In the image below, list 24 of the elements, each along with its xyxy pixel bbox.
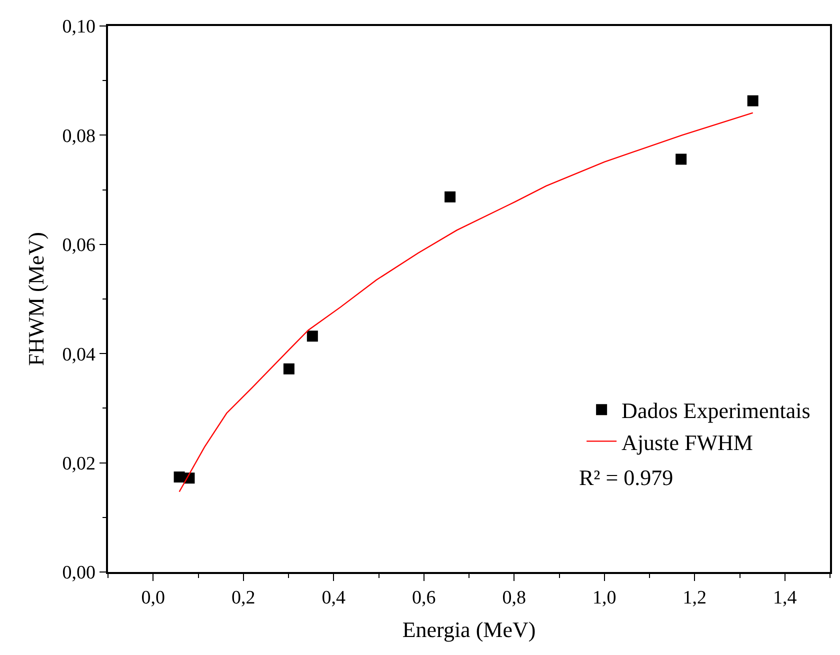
y-axis-title: FHWM (MeV) [24,232,48,366]
y-tick-label: 0,02 [62,453,96,474]
point [283,363,294,374]
x-tick-label: 0,8 [502,588,526,609]
x-tick-label: 0,2 [232,588,256,609]
y-tick-label: 0,06 [62,235,96,256]
y-tick-label: 0,00 [62,562,96,584]
x-tick-label: 0,6 [412,588,436,609]
x-tick-label: 0,0 [141,588,166,609]
x-tick-label: 1,4 [773,588,798,609]
annotation: R² = 0.979 [579,465,674,490]
point [676,154,687,165]
legend-label: Ajuste FWHM [622,430,753,455]
x-tick-label: 0,4 [322,588,346,609]
y-tick-label: 0,10 [62,16,96,38]
point [306,330,318,342]
x-axis-title: Energia (MeV) [402,616,536,642]
x-tick-label: 1,0 [592,588,616,609]
y-tick-label: 0,08 [62,126,96,147]
point [444,191,456,202]
point [747,95,758,106]
x-tick-label: 1,2 [682,588,707,609]
y-tick-label: 0,04 [62,344,96,366]
legend-label: Dados Experimentais [622,398,810,424]
